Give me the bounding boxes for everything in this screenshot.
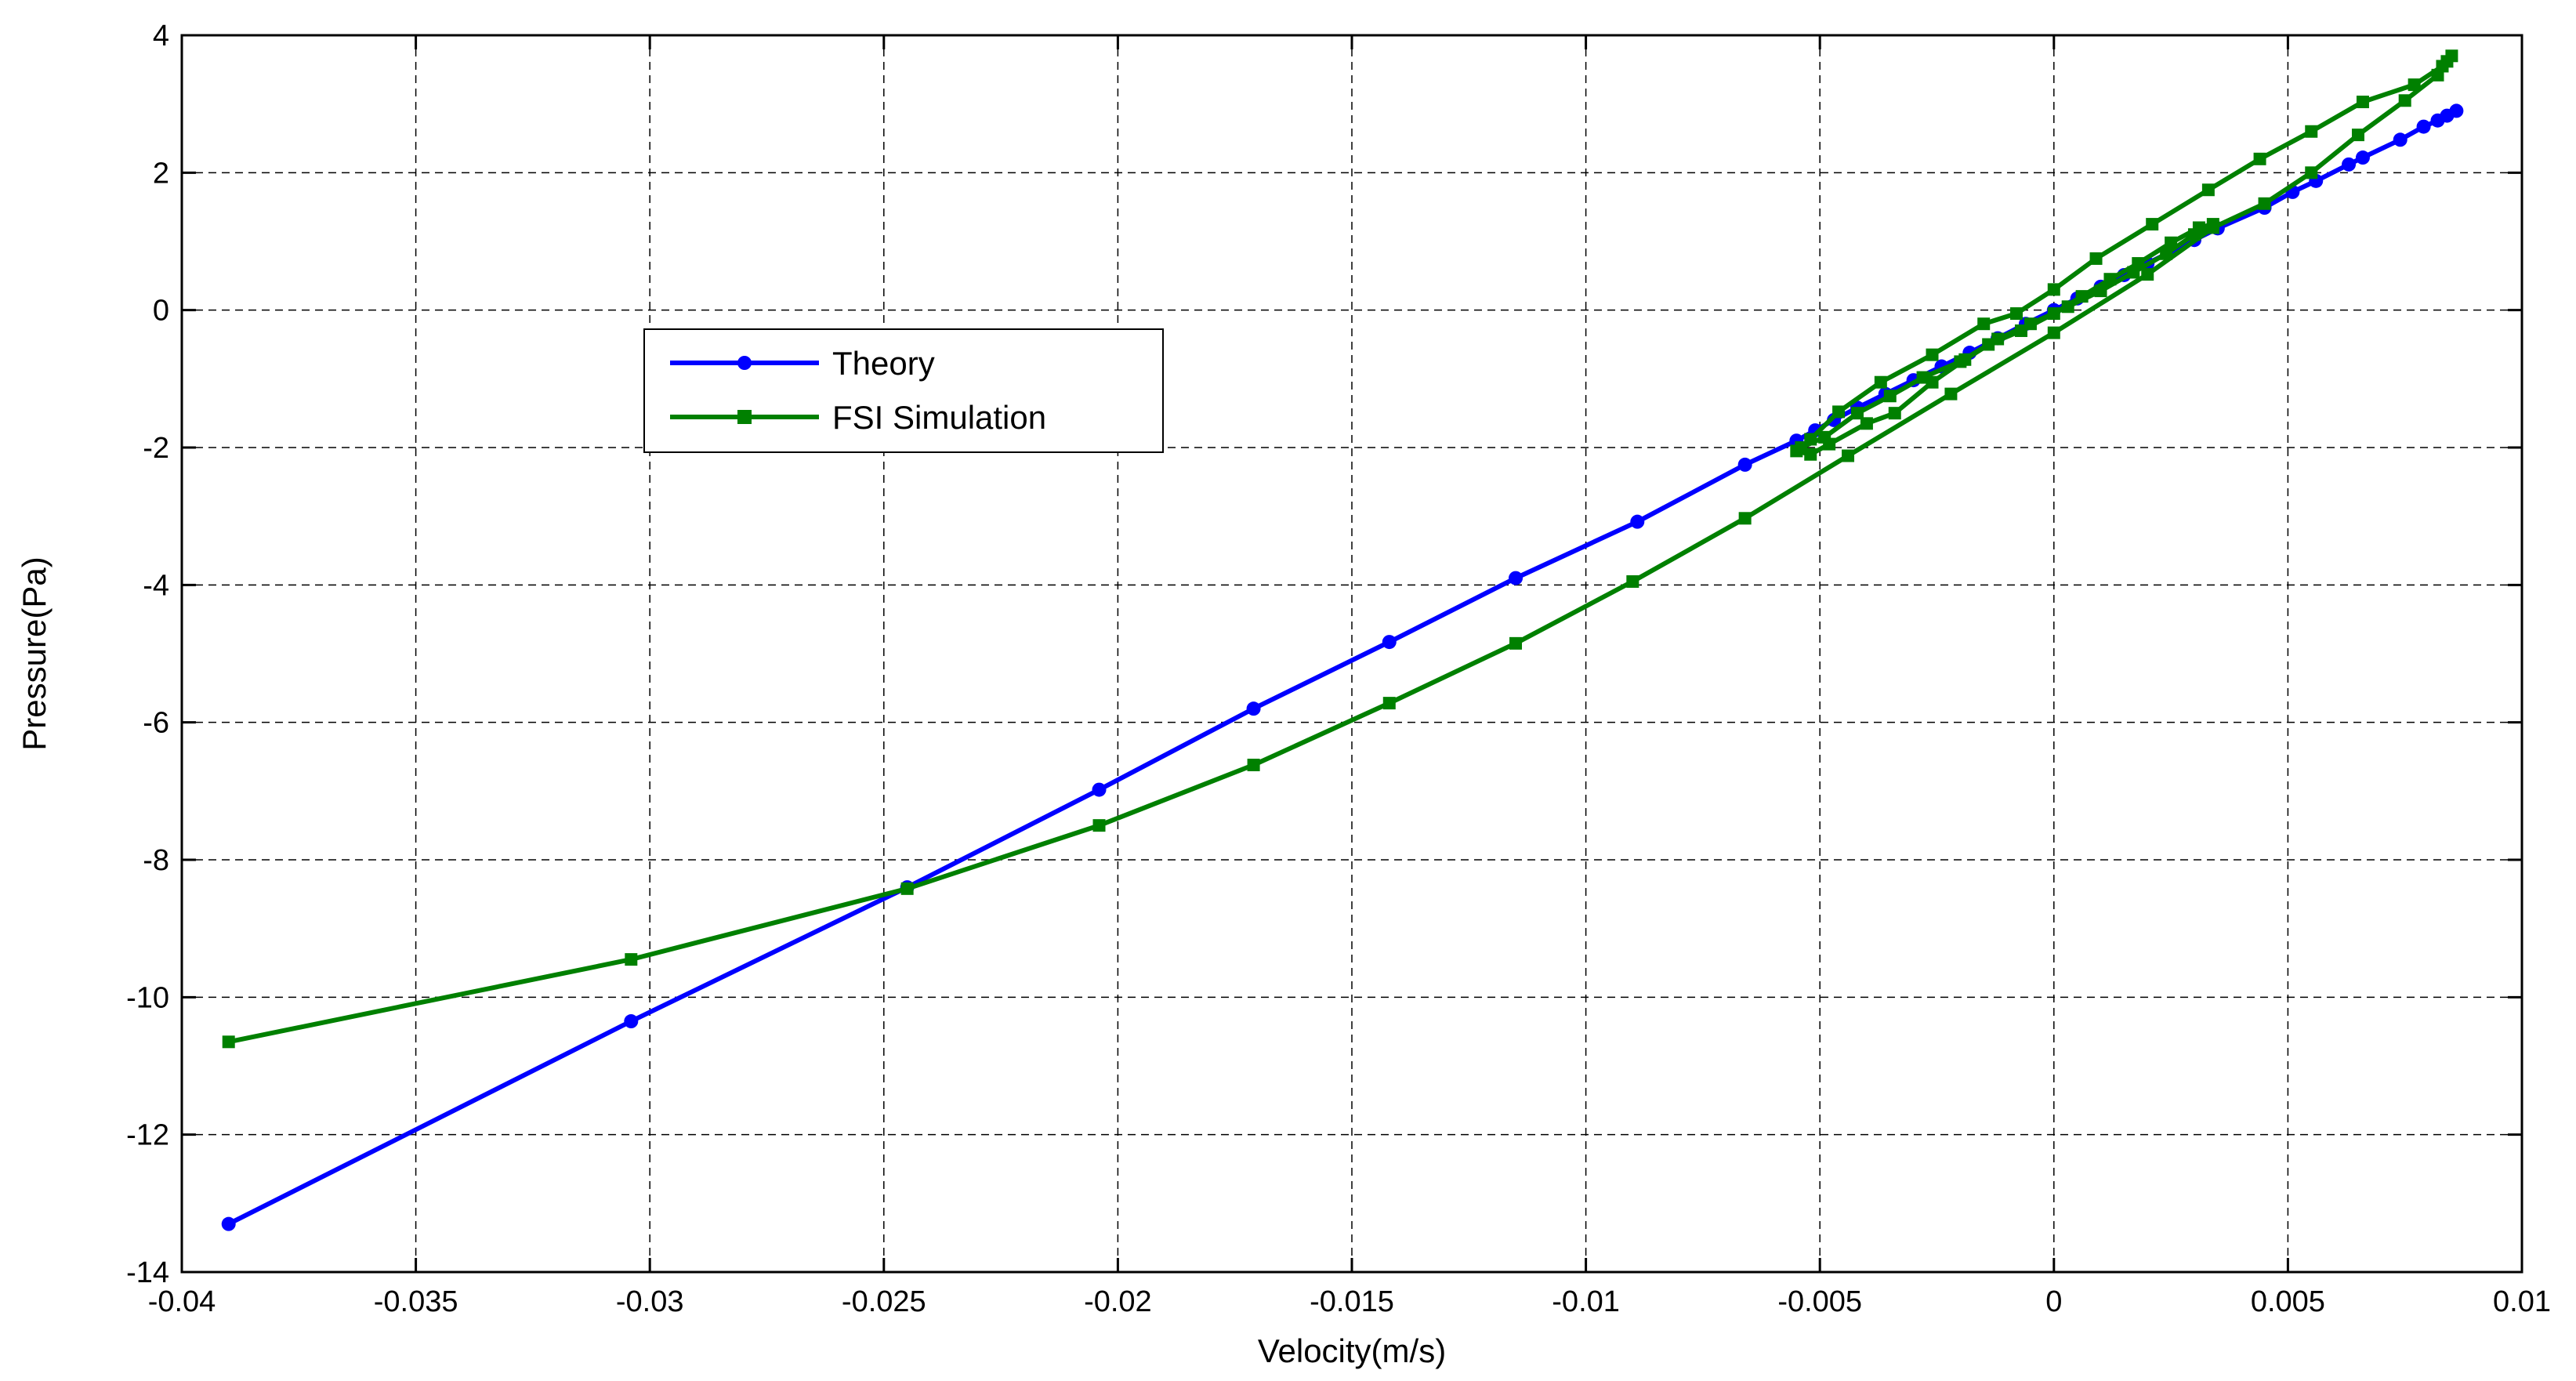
data-point-fsi-simulation [1739, 512, 1752, 524]
data-point-fsi-simulation [2193, 221, 2205, 234]
data-point-fsi-simulation [2062, 300, 2074, 313]
data-point-fsi-simulation [1383, 697, 1396, 709]
x-tick-label: -0.01 [1552, 1285, 1620, 1318]
data-point-fsi-simulation [1926, 349, 1939, 361]
data-point-fsi-simulation [1982, 339, 1994, 351]
y-tick-label: -10 [126, 981, 169, 1014]
data-point-fsi-simulation [2207, 218, 2219, 230]
data-point-fsi-simulation [2408, 78, 2421, 91]
data-point-fsi-simulation [1818, 431, 1831, 444]
data-point-theory [222, 1217, 236, 1231]
data-point-fsi-simulation [2103, 273, 2116, 285]
y-tick-label: 2 [153, 157, 169, 190]
legend-theory-marker [737, 356, 752, 370]
data-point-theory [2342, 158, 2356, 172]
y-tick-label: -2 [143, 432, 169, 465]
x-tick-label: 0 [2045, 1285, 2062, 1318]
data-point-theory [2393, 132, 2408, 147]
data-point-fsi-simulation [2436, 60, 2448, 72]
data-point-fsi-simulation [2259, 198, 2271, 210]
data-point-fsi-simulation [1884, 390, 1897, 402]
data-point-fsi-simulation [2141, 268, 2154, 281]
y-axis-title: Pressure(Pa) [16, 556, 53, 750]
data-point-theory [2449, 103, 2463, 118]
data-point-theory [2417, 120, 2431, 134]
data-point-fsi-simulation [1977, 317, 1990, 330]
data-point-theory [2356, 150, 2370, 165]
data-point-fsi-simulation [1944, 388, 1957, 401]
data-point-fsi-simulation [1917, 372, 1929, 384]
data-point-fsi-simulation [2254, 153, 2266, 165]
data-point-theory [1382, 635, 1397, 649]
data-point-fsi-simulation [2352, 129, 2364, 141]
y-tick-label: -14 [126, 1256, 169, 1289]
x-tick-label: -0.02 [1084, 1285, 1152, 1318]
data-point-fsi-simulation [1842, 450, 1854, 462]
data-point-fsi-simulation [2010, 307, 2023, 320]
data-point-fsi-simulation [1889, 407, 1901, 419]
data-point-fsi-simulation [2076, 290, 2089, 303]
y-tick-label: -12 [126, 1119, 169, 1152]
data-point-fsi-simulation [2048, 327, 2060, 339]
y-tick-label: 4 [153, 20, 169, 53]
data-point-fsi-simulation [2095, 285, 2107, 297]
data-point-fsi-simulation [2160, 248, 2172, 260]
y-tick-label: 0 [153, 295, 169, 328]
legend-theory-label: Theory [832, 345, 935, 382]
data-point-fsi-simulation [2090, 252, 2103, 265]
data-point-theory [1509, 571, 1523, 585]
data-point-fsi-simulation [1954, 355, 1966, 368]
data-point-fsi-simulation [625, 953, 637, 966]
data-point-theory [1092, 783, 1107, 797]
data-point-fsi-simulation [2146, 218, 2158, 230]
data-point-fsi-simulation [2048, 283, 2060, 295]
data-point-fsi-simulation [1851, 407, 1864, 419]
data-point-theory [1247, 701, 1261, 716]
data-point-fsi-simulation [2165, 237, 2177, 249]
data-point-fsi-simulation [2357, 96, 2369, 108]
data-point-theory [1630, 515, 1644, 529]
legend-fsi-label: FSI Simulation [832, 399, 1046, 436]
x-tick-label: -0.03 [616, 1285, 684, 1318]
data-point-fsi-simulation [2305, 125, 2317, 138]
data-point-fsi-simulation [1093, 819, 1106, 832]
x-tick-label: -0.025 [842, 1285, 926, 1318]
y-tick-label: -4 [143, 569, 169, 602]
x-tick-label: 0.005 [2251, 1285, 2325, 1318]
data-point-fsi-simulation [2399, 94, 2411, 107]
y-tick-label: -8 [143, 844, 169, 877]
y-tick-label: -6 [143, 707, 169, 740]
data-point-fsi-simulation [901, 883, 914, 895]
x-tick-label: 0.01 [2493, 1285, 2551, 1318]
data-point-fsi-simulation [2305, 166, 2317, 179]
data-point-fsi-simulation [2048, 307, 2060, 320]
data-point-fsi-simulation [1626, 575, 1639, 588]
data-point-fsi-simulation [2015, 324, 2027, 337]
x-tick-label: -0.04 [148, 1285, 216, 1318]
data-point-fsi-simulation [2132, 257, 2144, 270]
data-point-theory [624, 1014, 638, 1028]
legend: Theory FSI Simulation [644, 329, 1163, 452]
x-tick-label: -0.005 [1777, 1285, 1862, 1318]
data-point-fsi-simulation [1248, 759, 1260, 771]
data-point-fsi-simulation [1795, 441, 1807, 454]
data-point-fsi-simulation [1875, 376, 1887, 389]
data-point-fsi-simulation [2202, 183, 2215, 196]
data-point-theory [1738, 458, 1752, 472]
legend-fsi-marker [737, 410, 752, 424]
x-axis-title: Velocity(m/s) [1258, 1332, 1446, 1369]
data-point-fsi-simulation [1832, 405, 1845, 418]
x-tick-label: -0.015 [1310, 1285, 1394, 1318]
x-tick-label: -0.035 [374, 1285, 458, 1318]
data-point-fsi-simulation [223, 1035, 235, 1048]
data-point-fsi-simulation [1509, 637, 1522, 650]
